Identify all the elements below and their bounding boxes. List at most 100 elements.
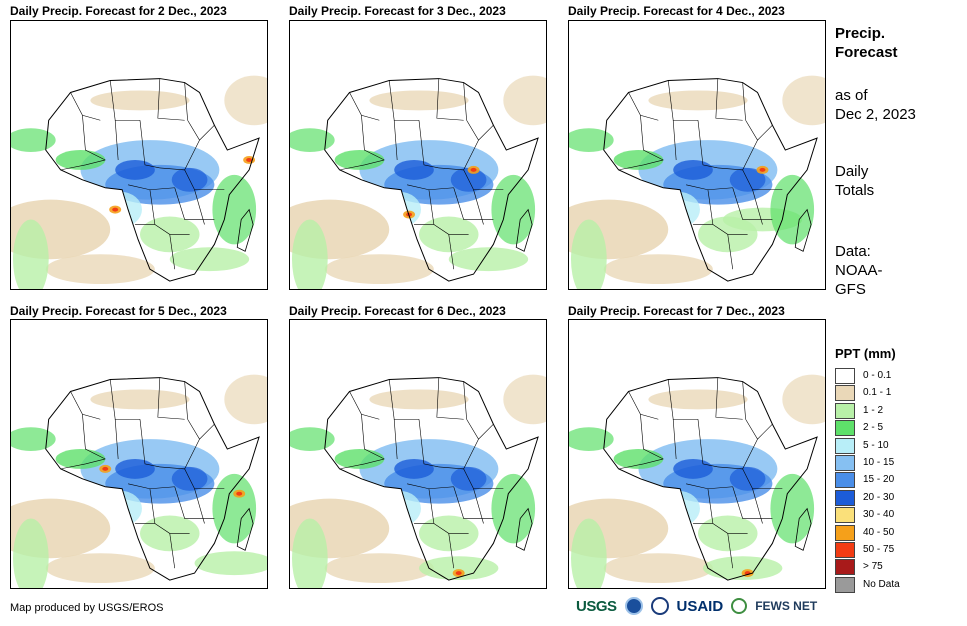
forecast-map-dec3[interactable] [289, 20, 547, 290]
country-border [727, 234, 734, 270]
country-border [453, 486, 494, 519]
legend-label: 0 - 0.1 [863, 370, 892, 381]
africa-map [290, 374, 546, 588]
data-source-line: Data: [835, 243, 871, 260]
legend-label: 20 - 30 [863, 491, 895, 503]
coastline [603, 78, 818, 282]
precip-area [291, 219, 328, 289]
fews-net-logo: FEWS NET [755, 599, 818, 613]
legend-swatch [835, 541, 855, 558]
legend-swatch [835, 507, 855, 524]
precip-area [11, 427, 56, 452]
side-title-line: Precip. [835, 25, 886, 42]
data-source-line: NOAA- [835, 262, 883, 279]
country-border [463, 381, 467, 420]
country-border [745, 120, 773, 141]
precip-area [455, 571, 462, 576]
country-border [473, 488, 484, 524]
country-border [742, 381, 746, 420]
legend-swatch [835, 385, 855, 402]
country-border [174, 486, 215, 519]
precip-area [324, 553, 434, 584]
country-border [732, 486, 773, 519]
country-border [752, 189, 763, 225]
madagascar-outline [515, 507, 533, 551]
precip-area [569, 427, 614, 452]
country-border [628, 391, 659, 420]
partner-logos: USGS USAID FEWS NET [576, 597, 817, 615]
country-border [628, 92, 659, 121]
legend-title: PPT (mm) [835, 346, 896, 361]
precip-area [224, 75, 267, 126]
country-border [157, 377, 185, 420]
legend-swatch [835, 489, 855, 506]
country-border [187, 120, 215, 141]
credit-text: Map produced by USGS/EROS [10, 602, 164, 614]
country-border [109, 379, 140, 420]
as-of-value: Dec 2, 2023 [835, 106, 916, 123]
legend-swatch [835, 402, 855, 419]
forecast-map-dec4[interactable] [568, 20, 826, 290]
country-border [745, 419, 773, 440]
usgs-logo: USGS [576, 597, 617, 615]
country-border [640, 115, 664, 161]
precip-area [470, 167, 477, 172]
legend-label: 2 - 5 [863, 422, 884, 434]
precip-area [369, 90, 469, 111]
forecast-map-dec6[interactable] [289, 319, 547, 589]
country-border [361, 115, 385, 161]
forecast-map-dec2[interactable] [10, 20, 268, 290]
panel-title: Daily Precip. Forecast for 2 Dec., 2023 [10, 4, 227, 18]
precip-area [673, 159, 713, 180]
precip-area [115, 159, 155, 180]
country-border [466, 419, 494, 440]
country-border [697, 419, 718, 468]
country-border [618, 159, 664, 171]
legend-label: 10 - 15 [863, 456, 895, 468]
precip-area [246, 157, 253, 162]
precip-area [290, 427, 335, 452]
madagascar-outline [236, 208, 254, 252]
country-border [727, 533, 734, 569]
legend-label: 30 - 40 [863, 509, 895, 521]
precip-area [570, 219, 607, 289]
country-border [436, 78, 464, 121]
legend-swatch [835, 559, 855, 576]
country-border [667, 80, 698, 121]
precip-area [115, 458, 155, 479]
legend-label: 15 - 20 [863, 474, 895, 486]
madagascar-outline [236, 507, 254, 551]
panel-title: Daily Precip. Forecast for 5 Dec., 2023 [10, 304, 227, 318]
precip-area [290, 128, 335, 153]
country-border [667, 379, 698, 420]
precip-area [236, 491, 243, 496]
forecast-map-dec5[interactable] [10, 319, 268, 589]
precip-area [212, 473, 257, 544]
precip-area [394, 159, 434, 180]
country-border [339, 159, 385, 171]
country-border [114, 120, 119, 160]
precip-area [224, 374, 267, 425]
precip-area [169, 247, 250, 272]
legend-label: 0.1 - 1 [863, 387, 892, 399]
country-border [82, 115, 106, 161]
africa-map [569, 75, 825, 289]
panel-title: Daily Precip. Forecast for 3 Dec., 2023 [289, 4, 506, 18]
country-border [194, 189, 205, 225]
madagascar-outline [794, 208, 812, 252]
land-precip [334, 389, 499, 552]
forecast-map-dec7[interactable] [568, 319, 826, 589]
panel-title: Daily Precip. Forecast for 6 Dec., 2023 [289, 304, 506, 318]
country-border [169, 533, 176, 569]
africa-map [569, 374, 825, 588]
precip-area [491, 473, 536, 544]
precip-area [448, 247, 529, 272]
country-border [463, 82, 467, 121]
country-border [473, 189, 484, 225]
legend-label: 1 - 2 [863, 404, 884, 416]
country-border [393, 419, 398, 459]
country-border [187, 419, 215, 440]
daily-totals-label: Daily Totals [835, 162, 874, 200]
precip-area [334, 150, 385, 170]
precip-area [194, 551, 267, 576]
